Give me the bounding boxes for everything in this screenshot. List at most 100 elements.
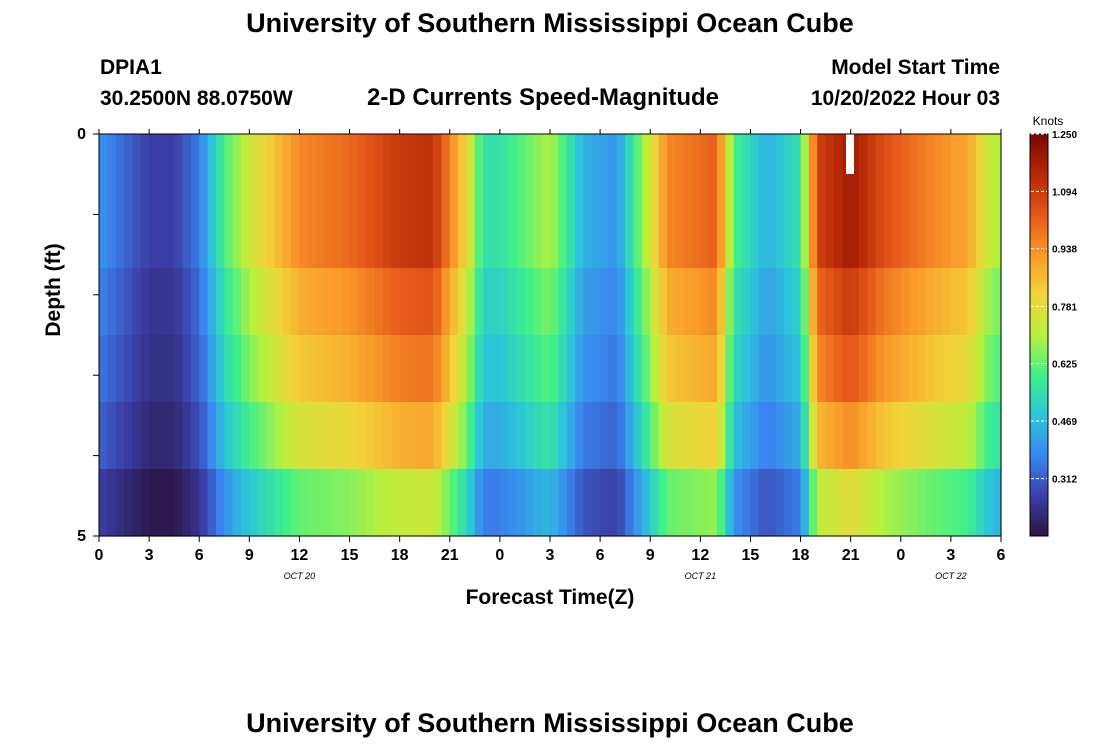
heatmap-cell	[641, 469, 651, 537]
heatmap-cell	[107, 268, 117, 336]
heatmap-cell	[299, 402, 309, 470]
heatmap-cell	[174, 402, 184, 470]
heatmap-cell	[758, 469, 768, 537]
heatmap-cell	[215, 469, 225, 537]
heatmap-cell	[783, 134, 793, 202]
heatmap-cell	[349, 402, 359, 470]
heatmap-cell	[708, 201, 718, 269]
heatmap-cell	[750, 268, 760, 336]
heatmap-cell	[959, 335, 969, 403]
heatmap-cell	[391, 402, 401, 470]
heatmap-cell	[232, 469, 242, 537]
heatmap-cell	[491, 134, 501, 202]
heatmap-cell	[950, 134, 960, 202]
heatmap-cell	[441, 268, 451, 336]
heatmap-cell	[566, 134, 576, 202]
colorbar-tick-label: 0.625	[1052, 360, 1077, 371]
heatmap-cell	[867, 201, 877, 269]
heatmap-cell	[240, 469, 250, 537]
heatmap-cell	[925, 134, 935, 202]
heatmap-cell	[240, 134, 250, 202]
heatmap-cell	[550, 268, 559, 336]
heatmap-cell	[792, 201, 802, 269]
x-axis-ticks: 0 3 6 9 12 15 18 21 0 3 6 9 12 15 18 21 0 3 6 OCT 20 OCT 21 O…	[95, 129, 1006, 581]
heatmap-cell	[99, 268, 108, 336]
heatmap-cell	[683, 134, 693, 202]
heatmap-cell	[975, 134, 985, 202]
heatmap-cell	[257, 335, 267, 403]
heatmap-cell	[299, 134, 309, 202]
colorbar-tick-label: 0.469	[1052, 417, 1077, 428]
heatmap-cell	[867, 268, 877, 336]
heatmap-cell	[875, 268, 885, 336]
heatmap-cell	[975, 335, 985, 403]
heatmap-cell	[533, 469, 543, 537]
heatmap-cell	[508, 268, 518, 336]
heatmap-cell	[783, 335, 793, 403]
heatmap-cell	[591, 201, 601, 269]
heatmap-cell	[833, 134, 843, 202]
heatmap-cell	[984, 268, 994, 336]
model-start-label: Model Start Time	[831, 56, 1000, 79]
heatmap-cell	[149, 335, 159, 403]
heatmap-cell	[691, 201, 701, 269]
heatmap-cell	[875, 402, 885, 470]
heatmap-cell	[466, 134, 476, 202]
heatmap-cell	[491, 335, 501, 403]
heatmap-cell	[307, 268, 317, 336]
heatmap-cell	[733, 469, 743, 537]
heatmap-cell	[332, 402, 342, 470]
heatmap-cell	[240, 201, 250, 269]
heatmap-cell	[433, 268, 443, 336]
heatmap-cell	[382, 268, 392, 336]
heatmap-cell	[215, 134, 225, 202]
colorbar-tick-label: 0.938	[1052, 245, 1077, 256]
heatmap-cell	[458, 335, 468, 403]
heatmap-cell	[232, 335, 242, 403]
heatmap-cell	[307, 335, 317, 403]
heatmap-cell	[324, 201, 334, 269]
heatmap-cell	[892, 201, 902, 269]
heatmap-cell	[900, 201, 910, 269]
heatmap-cell	[266, 201, 275, 269]
heatmap-cell	[641, 268, 651, 336]
heatmap-cell	[917, 402, 927, 470]
heatmap-cell	[408, 335, 417, 403]
heatmap-cell	[792, 469, 802, 537]
heatmap-cell	[508, 469, 518, 537]
heatmap-cell	[424, 335, 434, 403]
heatmap-cell	[909, 268, 919, 336]
heatmap-cell	[742, 469, 752, 537]
heatmap-cell	[299, 469, 309, 537]
heatmap-cell	[357, 268, 367, 336]
heatmap-cell	[875, 335, 885, 403]
heatmap-cell	[382, 402, 392, 470]
heatmap-cell	[884, 268, 894, 336]
heatmap-cell	[224, 402, 234, 470]
heatmap-cell	[232, 134, 242, 202]
heatmap-cell	[575, 469, 585, 537]
heatmap-cell	[750, 402, 760, 470]
heatmap-cell	[783, 469, 793, 537]
heatmap-cell	[199, 201, 209, 269]
heatmap-cell	[817, 335, 827, 403]
heatmap-cell	[650, 402, 660, 470]
heatmap-cell	[591, 469, 601, 537]
heatmap-cell	[424, 268, 434, 336]
heatmap-cell	[399, 402, 409, 470]
heatmap-cell	[850, 469, 860, 537]
heatmap-cell	[483, 201, 493, 269]
heatmap-cell	[449, 134, 459, 202]
heatmap-cell	[666, 335, 676, 403]
heatmap-cell	[600, 134, 610, 202]
heatmap-cell	[316, 335, 326, 403]
heatmap-cell	[115, 201, 125, 269]
heatmap-cell	[124, 335, 134, 403]
heatmap-cell	[99, 134, 108, 202]
heatmap-cell	[825, 335, 835, 403]
heatmap-cell	[307, 402, 317, 470]
heatmap-cell	[282, 134, 292, 202]
colorbar	[1029, 133, 1049, 537]
heatmap-cell	[934, 201, 944, 269]
